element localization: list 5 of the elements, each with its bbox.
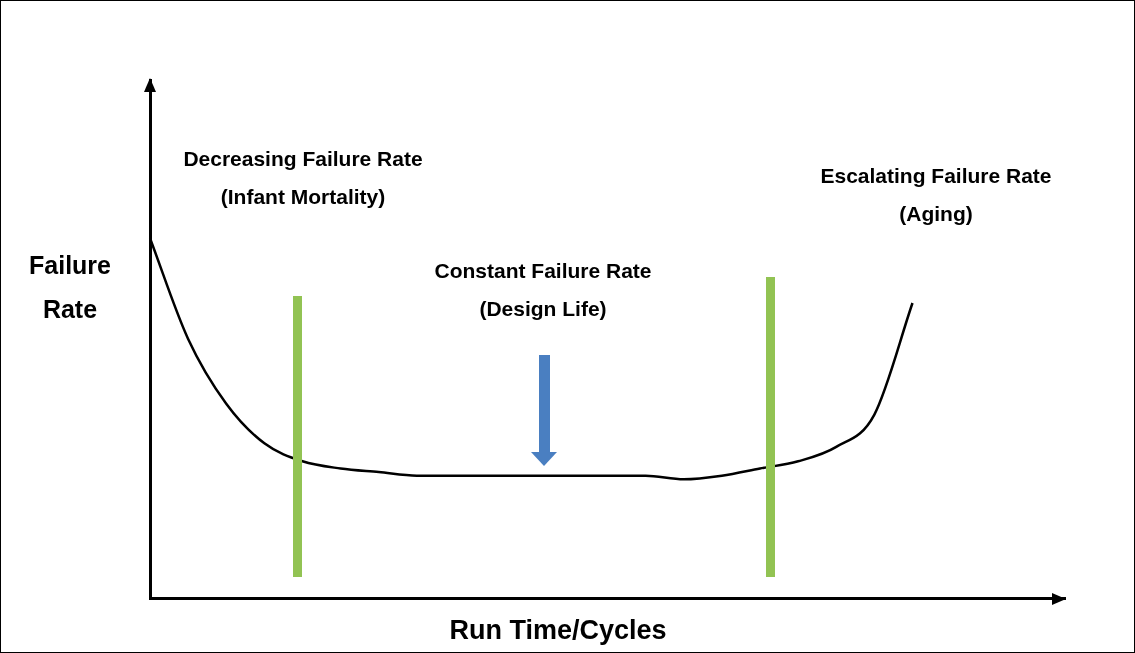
text: Decreasing Failure Rate (Infant Mortality) <box>183 146 423 208</box>
x-axis-title: Run Time/Cycles <box>449 615 667 646</box>
y-axis-title: Failure Rate <box>29 250 112 323</box>
text: Escalating Failure Rate (Aging) <box>820 163 1052 225</box>
annotation: Constant Failure Rate (Design Life) <box>434 258 652 320</box>
